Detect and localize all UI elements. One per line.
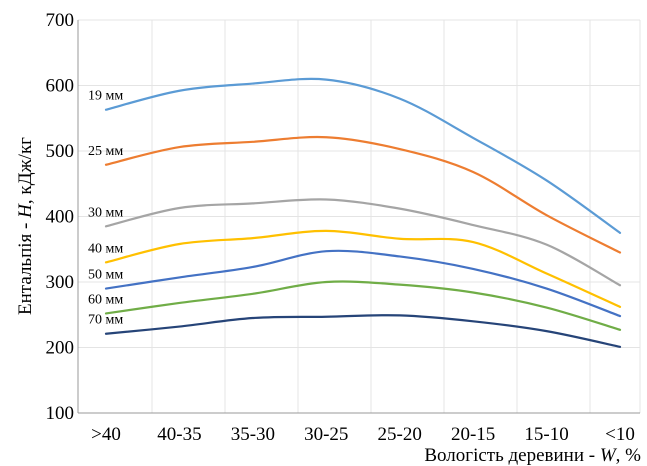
- x-tick-label-2: 35-30: [231, 424, 275, 445]
- series-label-2: 30 мм: [88, 205, 123, 220]
- series-label-5: 60 мм: [88, 292, 123, 307]
- series-label-3: 40 мм: [88, 241, 123, 256]
- y-axis-title: Ентальпія - H, кДж/кг: [15, 137, 36, 315]
- x-tick-label-7: <10: [605, 424, 635, 445]
- series-line-6: [104, 314, 622, 348]
- y-tick-label-0: 100: [46, 403, 75, 424]
- series-line-2: [104, 198, 622, 287]
- x-tick-label-5: 20-15: [451, 424, 495, 445]
- y-tick-label-5: 600: [46, 76, 75, 97]
- series-label-6: 70 мм: [88, 313, 123, 328]
- x-tick-label-1: 40-35: [157, 424, 201, 445]
- x-tick-label-6: 15-10: [524, 424, 568, 445]
- x-tick-label-4: 25-20: [378, 424, 422, 445]
- series-label-1: 25 мм: [88, 144, 123, 159]
- series-line-3: [104, 229, 622, 308]
- series-labels: 19 мм 25 мм 30 мм 40 мм 50 мм 60 мм 70 мм: [88, 89, 123, 328]
- y-tick-label-1: 200: [46, 338, 75, 359]
- x-axis-title: Вологість деревини - W, %: [424, 445, 641, 466]
- series-label-0: 19 мм: [88, 89, 123, 104]
- series-line-5: [104, 280, 622, 331]
- y-tick-labels: 100 200 300 400 500 600 700: [46, 10, 75, 424]
- x-tick-label-3: 30-25: [304, 424, 348, 445]
- y-tick-label-3: 400: [46, 207, 75, 228]
- y-tick-label-4: 500: [46, 141, 75, 162]
- y-tick-label-6: 700: [46, 10, 75, 31]
- y-tick-label-2: 300: [46, 272, 75, 293]
- axes: [77, 20, 640, 414]
- series-lines: [104, 77, 622, 348]
- series-label-4: 50 мм: [88, 268, 123, 283]
- x-tick-label-0: >40: [91, 424, 121, 445]
- series-line-0: [104, 77, 622, 234]
- x-tick-labels: >40 40-35 35-30 30-25 25-20 20-15 15-10 <10: [91, 424, 635, 445]
- series-line-1: [104, 135, 622, 254]
- series-line-4: [104, 249, 622, 318]
- grid-lines: [77, 19, 641, 414]
